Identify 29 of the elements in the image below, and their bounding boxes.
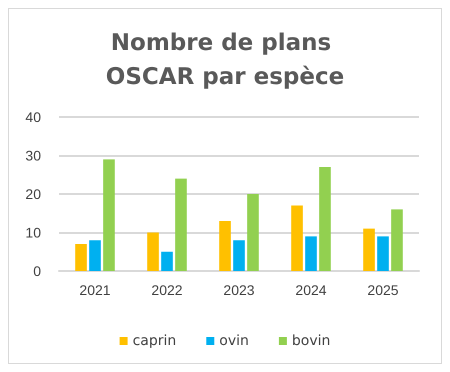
bar — [89, 240, 101, 271]
y-tick-label: 30 — [25, 148, 42, 164]
y-tick-label: 10 — [25, 224, 42, 240]
y-tick-label: 20 — [25, 186, 42, 202]
bar — [319, 167, 331, 271]
legend-label: ovin — [219, 333, 249, 349]
bar — [291, 206, 303, 271]
y-tick-label: 40 — [25, 109, 42, 125]
y-tick-label: 0 — [33, 263, 42, 279]
bar — [391, 209, 403, 271]
x-tick-label: 2025 — [367, 282, 399, 298]
x-tick-label: 2022 — [151, 282, 183, 298]
bar — [103, 159, 115, 271]
x-tick-label: 2021 — [79, 282, 111, 298]
chart-title: Nombre de plans OSCAR par espèce — [106, 30, 344, 90]
bar — [147, 232, 159, 271]
bar — [233, 240, 245, 271]
x-tick-label: 2024 — [295, 282, 327, 298]
bar — [305, 236, 317, 271]
x-tick-label: 2023 — [223, 282, 255, 298]
bar — [377, 236, 389, 271]
bar — [363, 228, 375, 271]
legend-label: bovin — [292, 333, 330, 349]
bar — [219, 220, 231, 271]
bar — [161, 252, 173, 271]
bar — [175, 178, 187, 271]
bar — [247, 194, 259, 271]
legend-label: caprin — [132, 333, 176, 349]
bar — [75, 244, 87, 271]
